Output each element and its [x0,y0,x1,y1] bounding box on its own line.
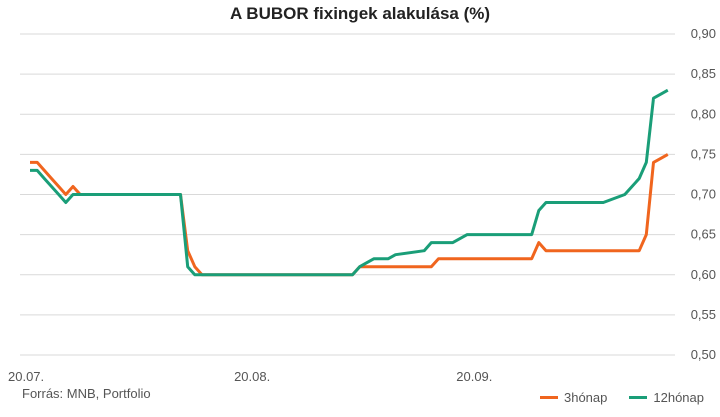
legend-swatch-12honap [629,396,648,399]
y-tick-label: 0,50 [691,347,716,362]
y-tick-label: 0,75 [691,146,716,161]
y-tick-label: 0,90 [691,26,716,41]
source-note: Forrás: MNB, Portfolio [22,386,151,401]
grid-lines [20,33,675,356]
legend-label-3honap: 3hónap [563,390,608,405]
series-lines [30,88,669,277]
y-axis-labels: 0,50 0,55 0,60 0,65 0,70 0,75 0,80 0,85 0,90 [691,26,716,362]
y-tick-label: 0,85 [691,66,716,81]
x-tick-label: 20.07. [8,369,44,384]
x-tick-label: 20.08. [234,369,270,384]
legend-label-12honap: 12hónap [653,390,704,405]
x-tick-label: 20.09. [456,369,492,384]
legend-item-3honap: 3hónap [539,390,608,405]
series-line-3honap [30,153,669,277]
legend-swatch-3honap [539,396,558,399]
y-tick-label: 0,70 [691,187,716,202]
y-tick-label: 0,80 [691,106,716,121]
x-axis-labels: 20.07. 20.08. 20.09. [8,369,492,384]
legend: 3hónap 12hónap [539,390,704,405]
y-tick-label: 0,55 [691,307,716,322]
series-line-12honap [30,88,669,277]
y-tick-label: 0,65 [691,227,716,242]
y-tick-label: 0,60 [691,267,716,282]
legend-item-12honap: 12hónap [629,390,704,405]
chart-title: A BUBOR fixingek alakulása (%) [229,4,491,23]
